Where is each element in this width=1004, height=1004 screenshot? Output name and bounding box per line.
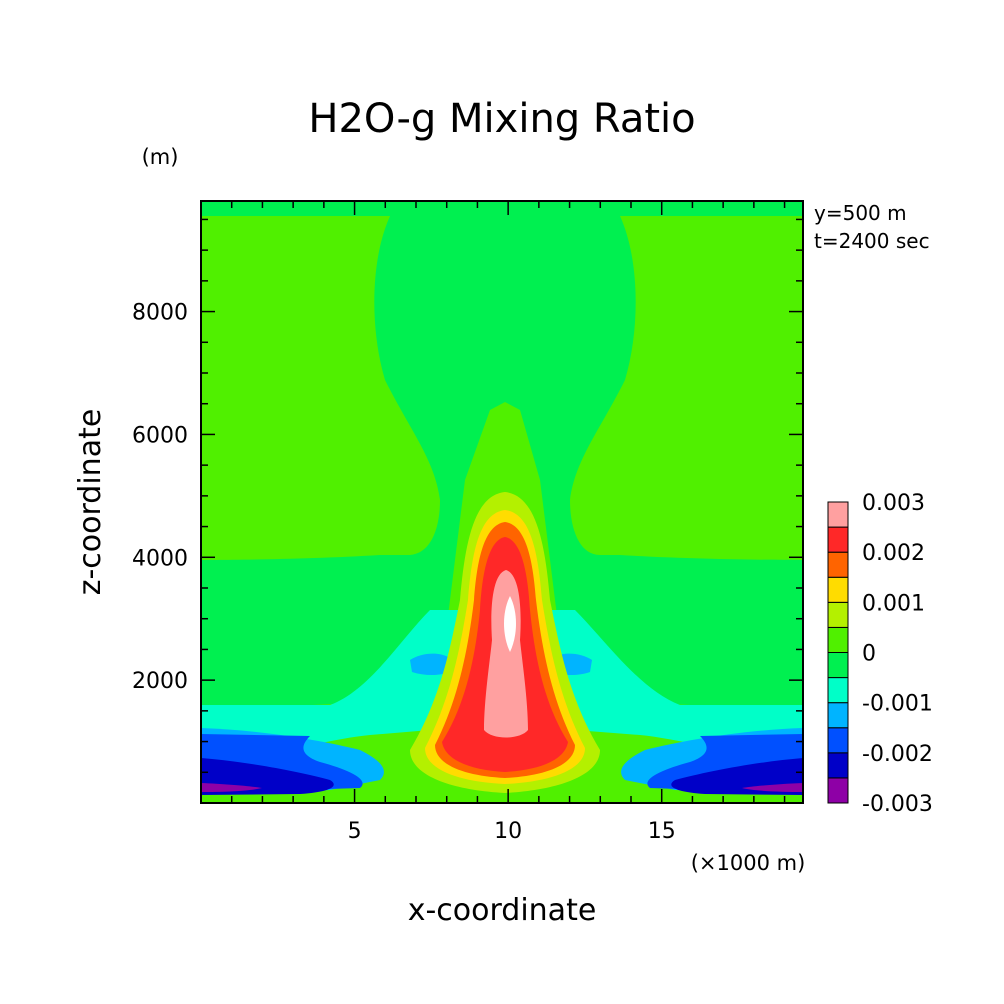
x-tick-label: 15 [648, 819, 676, 844]
x-tick-label: 5 [348, 819, 362, 844]
plume-core [504, 596, 516, 652]
colorbar-label: 0 [862, 642, 876, 667]
colorbar-swatch [827, 551, 849, 578]
colorbar-swatch [827, 702, 849, 729]
colorbar-label: -0.003 [862, 792, 933, 817]
contour-cyan-left [201, 610, 459, 765]
colorbar-swatch [827, 576, 849, 603]
colorbar-label: 0.001 [862, 591, 925, 616]
plot-area [201, 201, 803, 803]
chart-title: H2O-g Mixing Ratio [308, 96, 695, 142]
colorbar-swatch [827, 727, 849, 754]
y-axis-label: z-coordinate [73, 409, 108, 596]
contour-purple-left [201, 783, 262, 792]
colorbar-swatch [827, 501, 849, 528]
plume-level-5 [484, 570, 528, 738]
x-unit-label: (×1000 m) [691, 851, 806, 875]
axis-tick-labels: 5 10 15 2000 4000 6000 8000 [132, 301, 676, 844]
colorbar-label: 0.003 [862, 491, 925, 516]
colorbar-swatch [827, 652, 849, 679]
x-axis-label: x-coordinate [408, 893, 597, 928]
contour-blue-spot-left [410, 653, 455, 676]
contour-outer-green [201, 216, 440, 560]
annotation-t: t=2400 sec [814, 229, 930, 253]
colorbar-swatch [827, 752, 849, 779]
y-tick-label: 4000 [132, 546, 188, 571]
colorbar-swatch [827, 677, 849, 704]
plot-frame [200, 200, 804, 804]
colorbar: 0.003 0.002 0.001 0 -0.001 -0.002 -0.003 [827, 491, 933, 817]
contour-purple-right [742, 783, 803, 792]
y-tick-label: 2000 [132, 669, 188, 694]
y-tick-label: 8000 [132, 301, 188, 326]
colorbar-label: -0.001 [862, 692, 933, 717]
colorbar-swatch [827, 526, 849, 553]
y-unit-label: (m) [142, 145, 179, 169]
y-tick-label: 6000 [132, 423, 188, 448]
annotation-y: y=500 m [814, 201, 907, 225]
x-tick-label: 10 [494, 819, 522, 844]
colorbar-swatch [827, 601, 849, 628]
contour-outer-green-right [570, 216, 803, 560]
colorbar-label: 0.002 [862, 541, 925, 566]
colorbar-swatch [827, 626, 849, 654]
colorbar-label: -0.002 [862, 742, 933, 767]
axis-ticks [201, 201, 803, 803]
contour-cyan-right [549, 610, 803, 765]
colorbar-swatch [827, 777, 849, 804]
